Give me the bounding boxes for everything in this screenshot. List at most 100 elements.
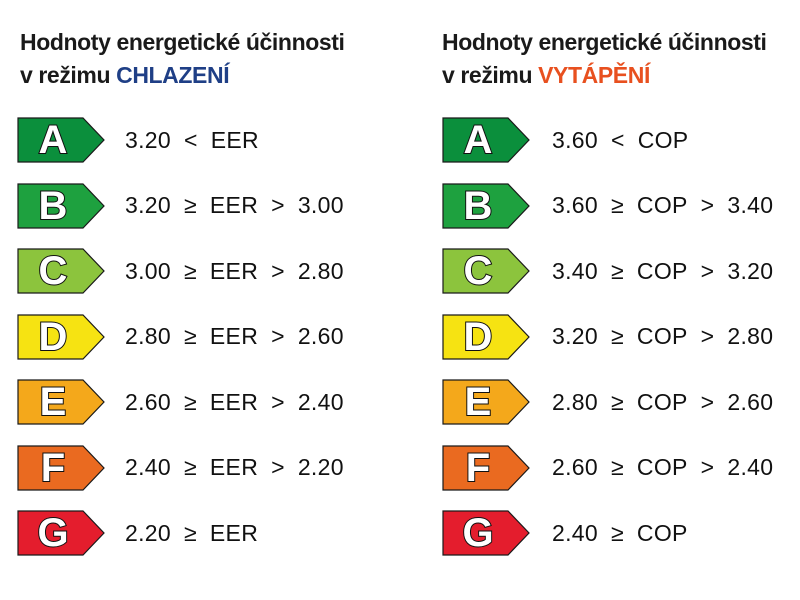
formula-token: 3.60 [552, 126, 598, 153]
heating-class-row-d: D 3.20 ≥ COP >2.80 [442, 314, 773, 360]
heating-class-row-b: B 3.60 ≥ COP >3.40 [442, 183, 773, 229]
energy-class-arrow-g: G [17, 510, 105, 556]
formula-token: > [700, 192, 715, 218]
cooling-threshold-formula: 2.80 ≥ EER >2.60 [125, 323, 344, 350]
heating-class-row-f: F 2.60 ≥ COP >2.40 [442, 445, 773, 491]
energy-class-letter: D [38, 314, 69, 360]
formula-token: EER [209, 192, 259, 218]
formula-token: > [271, 257, 285, 284]
formula-token: 2.80 [297, 257, 344, 284]
formula-token: > [700, 257, 715, 284]
cooling-heading-prefix: v režimu [20, 62, 117, 88]
formula-token: > [271, 388, 285, 415]
formula-token: ≥ [610, 323, 624, 349]
energy-class-letter: E [464, 379, 493, 425]
formula-token: COP [636, 454, 688, 480]
formula-token: ≥ [183, 519, 197, 546]
formula-token: EER [209, 519, 259, 546]
formula-token: < [610, 126, 625, 153]
cooling-class-row-b: B 3.20 ≥ EER >3.00 [17, 183, 344, 229]
energy-class-arrow-c: C [442, 248, 530, 294]
cooling-panel: Hodnoty energetické účinnosti v režimu C… [17, 26, 345, 576]
heating-threshold-formula: 2.80 ≥ COP >2.60 [552, 389, 773, 416]
energy-class-letter: C [463, 248, 494, 294]
cooling-class-row-c: C 3.00 ≥ EER >2.80 [17, 248, 344, 294]
formula-token: 2.80 [552, 388, 598, 415]
formula-token: 2.20 [125, 519, 171, 546]
formula-token: 2.20 [297, 454, 344, 480]
formula-token: EER [210, 126, 259, 153]
cooling-mode-label: CHLAZENÍ [116, 62, 230, 88]
energy-class-letter: D [463, 314, 494, 360]
energy-class-arrow-b: B [17, 183, 105, 229]
formula-token: 2.60 [125, 388, 171, 415]
formula-token: ≥ [610, 192, 624, 218]
formula-token: 3.40 [552, 257, 598, 284]
formula-token: ≥ [183, 257, 197, 284]
formula-token: 2.40 [297, 388, 344, 415]
formula-token: ≥ [183, 323, 197, 349]
heating-class-list: A 3.60 < COP B 3.60 ≥ COP >3.40 C 3.40 ≥ COP >3.20 D 3.… [442, 117, 773, 576]
energy-class-arrow-e: E [17, 379, 105, 425]
formula-token: ≥ [183, 192, 197, 218]
energy-class-arrow-d: D [17, 314, 105, 360]
heating-threshold-formula: 3.40 ≥ COP >3.20 [552, 258, 773, 285]
energy-class-letter: F [465, 445, 491, 491]
formula-token: 3.00 [297, 192, 344, 218]
formula-token: ≥ [610, 519, 624, 546]
energy-class-letter: G [461, 510, 494, 556]
formula-token: ≥ [610, 388, 624, 415]
formula-token: EER [209, 388, 259, 415]
cooling-class-row-f: F 2.40 ≥ EER >2.20 [17, 445, 344, 491]
cooling-threshold-formula: 2.60 ≥ EER >2.40 [125, 389, 344, 416]
energy-class-arrow-g: G [442, 510, 530, 556]
formula-token: COP [636, 323, 688, 349]
heating-panel: Hodnoty energetické účinnosti v režimu V… [430, 0, 800, 600]
heating-heading-line2: v režimu VYTÁPĚNÍ [442, 59, 767, 92]
formula-token: 2.40 [125, 454, 171, 480]
cooling-class-row-e: E 2.60 ≥ EER >2.40 [17, 379, 344, 425]
formula-token: 2.80 [125, 323, 171, 349]
formula-token: > [271, 323, 285, 349]
formula-token: 3.20 [125, 192, 171, 218]
formula-token: ≥ [183, 454, 197, 480]
cooling-threshold-formula: 3.20 ≥ EER >3.00 [125, 192, 344, 219]
formula-token: > [271, 192, 285, 218]
formula-token: EER [209, 454, 259, 480]
cooling-class-row-d: D 2.80 ≥ EER >2.60 [17, 314, 344, 360]
formula-token: > [700, 323, 715, 349]
cooling-threshold-formula: 3.20 < EER [125, 127, 259, 154]
cooling-threshold-formula: 3.00 ≥ EER >2.80 [125, 258, 344, 285]
heating-heading-prefix: v režimu [442, 62, 539, 88]
heating-class-row-c: C 3.40 ≥ COP >3.20 [442, 248, 773, 294]
heating-heading-line1: Hodnoty energetické účinnosti [442, 29, 767, 55]
formula-token: EER [209, 257, 259, 284]
heating-threshold-formula: 3.60 < COP [552, 127, 688, 154]
formula-token: < [183, 126, 198, 153]
formula-token: 2.60 [727, 388, 774, 415]
heating-threshold-formula: 3.60 ≥ COP >3.40 [552, 192, 773, 219]
formula-token: EER [209, 323, 259, 349]
energy-class-arrow-b: B [442, 183, 530, 229]
formula-token: 3.20 [552, 323, 598, 349]
energy-class-letter: B [463, 183, 494, 229]
formula-token: COP [636, 192, 688, 218]
energy-class-letter: E [39, 379, 68, 425]
cooling-class-list: A 3.20 < EER B 3.20 ≥ EER >3.00 C 3.00 ≥ EER >2.80 D 2.… [17, 117, 344, 576]
energy-class-arrow-a: A [442, 117, 530, 163]
heating-heading: Hodnoty energetické účinnosti v režimu V… [442, 26, 767, 92]
energy-class-letter: G [36, 510, 69, 556]
energy-class-letter: A [38, 117, 69, 163]
formula-token: 3.60 [552, 192, 598, 218]
formula-token: 3.20 [727, 257, 774, 284]
energy-class-arrow-f: F [442, 445, 530, 491]
formula-token: COP [636, 388, 688, 415]
heating-threshold-formula: 2.40 ≥ COP [552, 520, 688, 547]
formula-token: 2.60 [297, 323, 344, 349]
formula-token: 3.00 [125, 257, 171, 284]
formula-token: 3.20 [125, 126, 171, 153]
formula-token: > [271, 454, 285, 480]
cooling-heading-line2: v režimu CHLAZENÍ [20, 59, 345, 92]
cooling-heading: Hodnoty energetické účinnosti v režimu C… [20, 26, 345, 92]
heating-threshold-formula: 3.20 ≥ COP >2.80 [552, 323, 773, 350]
